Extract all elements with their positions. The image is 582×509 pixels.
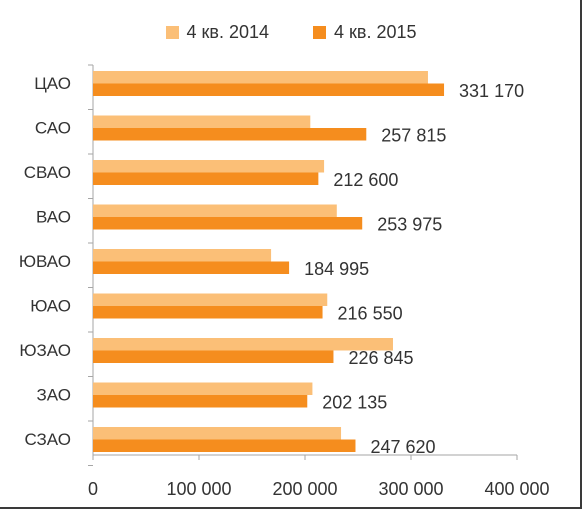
category-label: САО bbox=[35, 119, 71, 138]
bar-2014 bbox=[93, 293, 328, 306]
category-label: ЗАО bbox=[37, 386, 71, 405]
data-label-2015: 202 135 bbox=[322, 393, 387, 413]
legend-item-2014: 4 кв. 2014 bbox=[165, 20, 270, 44]
category-label: СЗАО bbox=[24, 430, 71, 449]
x-tick-label: 100 000 bbox=[166, 479, 231, 499]
bar-2015 bbox=[93, 172, 319, 185]
data-label-2015: 253 975 bbox=[377, 215, 442, 235]
category-label: ЦАО bbox=[34, 74, 71, 93]
data-label-2015: 226 845 bbox=[348, 348, 413, 368]
bar-2015 bbox=[93, 83, 445, 96]
legend-swatch-2015 bbox=[313, 25, 326, 39]
chart-legend: 4 кв. 2014 4 кв. 2015 bbox=[0, 20, 582, 44]
bar-2015 bbox=[93, 217, 363, 230]
bar-2014 bbox=[93, 338, 393, 351]
category-label: ВАО bbox=[36, 208, 71, 227]
category-label: ЮВАО bbox=[19, 252, 71, 271]
bar-2014 bbox=[93, 427, 342, 440]
bar-2015 bbox=[93, 350, 334, 363]
category-label: СВАО bbox=[24, 163, 71, 182]
x-tick-label: 400 000 bbox=[484, 479, 549, 499]
bar-2015 bbox=[93, 306, 323, 319]
bar-2014 bbox=[93, 204, 337, 217]
bar-2014 bbox=[93, 160, 325, 173]
x-tick-label: 200 000 bbox=[272, 479, 337, 499]
bar-2015 bbox=[93, 261, 290, 274]
data-label-2015: 212 600 bbox=[333, 170, 398, 190]
bar-2015 bbox=[93, 439, 356, 452]
data-label-2015: 184 995 bbox=[304, 259, 369, 279]
bar-2014 bbox=[93, 115, 311, 128]
legend-label-2014: 4 кв. 2014 bbox=[186, 21, 270, 42]
legend-swatch-2014 bbox=[165, 25, 179, 39]
category-label: ЮЗАО bbox=[19, 341, 71, 360]
data-label-2015: 257 815 bbox=[381, 126, 446, 146]
legend-item-2015: 4 кв. 2015 bbox=[313, 20, 417, 44]
x-tick-label: 0 bbox=[88, 479, 98, 499]
bar-2014 bbox=[93, 71, 428, 84]
data-label-2015: 247 620 bbox=[370, 437, 435, 457]
category-label: ЮАО bbox=[30, 297, 71, 316]
bar-2015 bbox=[93, 128, 367, 141]
x-tick-label: 300 000 bbox=[378, 479, 443, 499]
bar-2015 bbox=[93, 395, 308, 408]
data-label-2015: 216 550 bbox=[338, 304, 403, 324]
legend-label-2015: 4 кв. 2015 bbox=[334, 21, 417, 42]
data-label-2015: 331 170 bbox=[459, 81, 524, 101]
bar-2014 bbox=[93, 382, 313, 395]
bar-2014 bbox=[93, 249, 272, 262]
